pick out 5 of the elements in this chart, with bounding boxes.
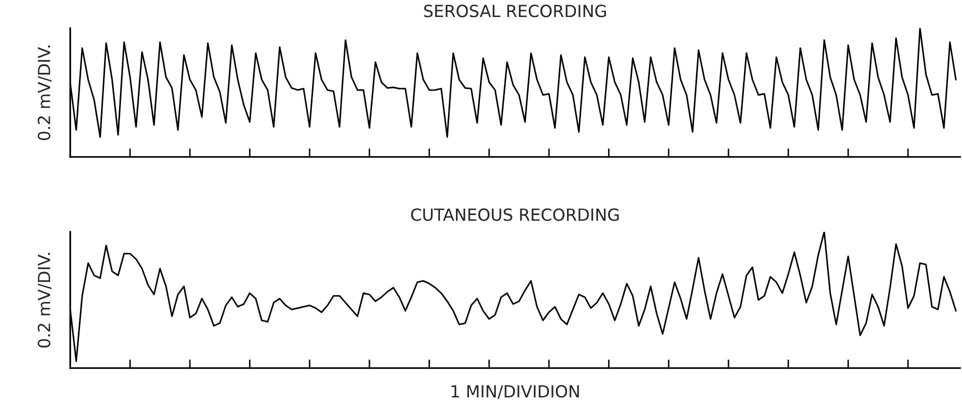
- y-axis-title: 0.2 mV/DIV.: [38, 46, 52, 140]
- chart-title: SEROSAL RECORDING: [424, 4, 606, 18]
- x-axis-title: 1 MIN/DIVIDION: [452, 385, 579, 399]
- chart-title: CUTANEOUS RECORDING: [411, 208, 619, 221]
- y-axis-title: 0.2 mV/DIV.: [38, 253, 52, 348]
